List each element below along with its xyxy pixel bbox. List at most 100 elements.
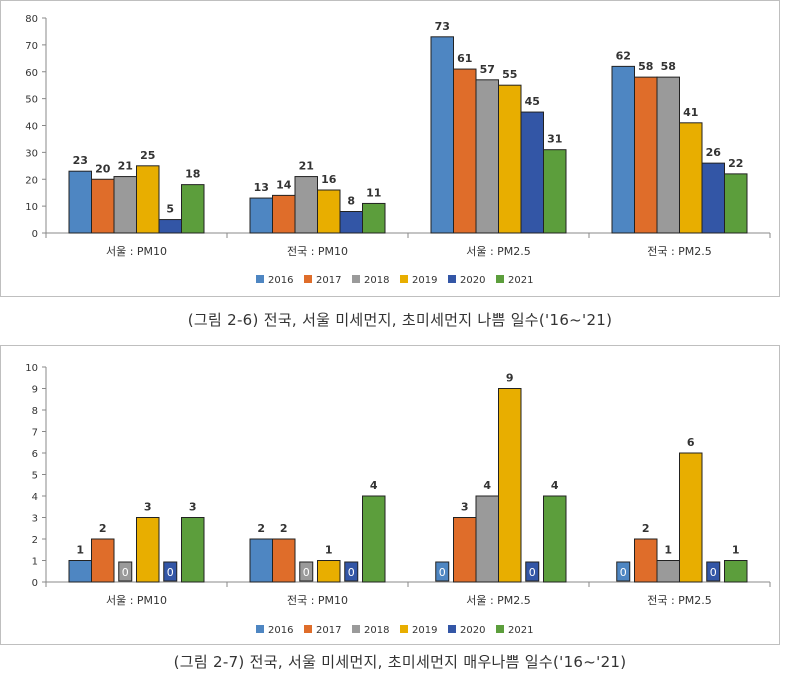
data-label-2018: 0: [303, 566, 310, 579]
bar-2017: [453, 68, 477, 234]
data-label-2018: 58: [661, 60, 676, 73]
y-tick-label: 40: [25, 122, 38, 133]
data-label-2020: 0: [167, 566, 174, 579]
data-label-2020: 0: [529, 566, 536, 579]
legend-label-2020: 2020: [460, 275, 485, 286]
x-category-label: 전국 : PM2.5: [647, 245, 712, 258]
bar-2019: [498, 388, 522, 583]
chart-border: [0, 0, 780, 297]
legend-label-2018: 2018: [364, 275, 389, 286]
figure-caption-2-7: (그림 2-7) 전국, 서울 미세먼지, 초미세먼지 매우나쁨 일수('16~…: [173, 653, 627, 671]
data-label-2018: 1: [664, 544, 672, 557]
bar-2020: [158, 219, 182, 234]
legend-swatch-2017: [304, 625, 312, 633]
legend-swatch-2020: [448, 625, 456, 633]
y-tick-label: 80: [25, 14, 38, 25]
data-label-2020: 8: [347, 195, 355, 208]
legend-label-2018: 2018: [364, 625, 389, 636]
bar-2016: [249, 538, 273, 583]
legend-label-2016: 2016: [268, 275, 293, 286]
x-category-label: 전국 : PM10: [287, 245, 348, 258]
data-label-2019: 1: [325, 544, 333, 557]
bar-2018: [475, 79, 499, 234]
bar-2018: [475, 495, 499, 583]
data-label-2016: 13: [254, 181, 269, 194]
data-label-2020: 26: [706, 146, 722, 159]
zero-box-2020: [525, 561, 540, 582]
bar-2017: [272, 538, 296, 583]
data-label-2017: 61: [457, 52, 472, 65]
y-tick-label: 50: [25, 95, 38, 106]
figure-caption-2-6: (그림 2-6) 전국, 서울 미세먼지, 초미세먼지 나쁨 일수('16~'2…: [187, 311, 613, 329]
legend-swatch-2020: [448, 275, 456, 283]
data-label-2020: 0: [710, 566, 717, 579]
data-label-2019: 55: [502, 68, 517, 81]
legend-label-2017: 2017: [316, 625, 341, 636]
data-label-2019: 3: [144, 501, 152, 514]
legend-label-2017: 2017: [316, 275, 341, 286]
bar-2017: [272, 194, 296, 234]
chart-bad-days-svg: 0 10 20 30 40 50 60 70 80 서울 : PM10 전국 : PM10 서울 : …: [0, 0, 780, 297]
bar-2018: [656, 76, 680, 234]
data-label-2016: 0: [439, 566, 446, 579]
y-tick-label: 2: [32, 535, 38, 546]
legend-swatch-2019: [400, 625, 408, 633]
data-label-2016: 73: [435, 20, 450, 33]
data-label-2019: 41: [683, 106, 698, 119]
data-label-2016: 62: [616, 49, 631, 62]
legend-label-2019: 2019: [412, 625, 437, 636]
data-label-2019: 6: [687, 436, 695, 449]
data-label-2020: 0: [348, 566, 355, 579]
chart-border: [0, 345, 780, 645]
data-label-2017: 20: [95, 162, 111, 175]
legend-swatch-2019: [400, 275, 408, 283]
bar-2016: [430, 36, 454, 234]
bar-2020: [520, 111, 544, 234]
y-tick-label: 4: [32, 492, 38, 503]
bar-2021: [181, 517, 205, 583]
zero-box-2018: [299, 561, 314, 582]
data-label-2018: 21: [299, 160, 314, 173]
y-tick-label: 0: [32, 229, 38, 240]
bar-2021: [362, 495, 386, 583]
bar-2020: [339, 211, 363, 234]
legend-swatch-2018: [352, 625, 360, 633]
legend-swatch-2017: [304, 275, 312, 283]
y-tick-label: 9: [32, 385, 38, 396]
data-label-2021: 4: [370, 479, 378, 492]
data-label-2020: 5: [166, 203, 174, 216]
bar-2016: [68, 560, 92, 583]
y-tick-label: 3: [32, 514, 38, 525]
y-tick-label: 20: [25, 175, 38, 186]
bar-2017: [634, 538, 658, 583]
bar-2017: [91, 178, 115, 234]
zero-box-2016: [616, 561, 631, 582]
data-label-2021: 4: [551, 479, 559, 492]
data-label-2016: 23: [73, 154, 88, 167]
data-label-2018: 57: [480, 63, 495, 76]
bar-2021: [181, 184, 205, 234]
bar-2019: [317, 560, 341, 583]
chart-bad-days: 0 10 20 30 40 50 60 70 80 서울 : PM10 전국 : PM10 서울 : …: [0, 0, 800, 304]
bar-2021: [543, 495, 567, 583]
bar-2017: [91, 538, 115, 583]
x-category-label: 서울 : PM2.5: [466, 594, 531, 607]
data-label-2016: 1: [76, 544, 84, 557]
legend-label-2021: 2021: [508, 275, 533, 286]
bar-2019: [679, 122, 703, 234]
bar-2021: [724, 560, 748, 583]
data-label-2017: 14: [276, 178, 292, 191]
data-label-2016: 2: [257, 522, 265, 535]
bar-2016: [68, 170, 92, 234]
bar-2017: [634, 76, 658, 234]
data-label-2017: 2: [642, 522, 650, 535]
y-tick-label: 5: [32, 471, 38, 482]
y-tick-label: 7: [32, 428, 38, 439]
legend-swatch-2016: [256, 275, 264, 283]
y-tick-label: 70: [25, 41, 38, 52]
bar-2019: [136, 517, 160, 583]
bar-2019: [498, 84, 522, 234]
data-label-2019: 25: [140, 149, 155, 162]
data-label-2017: 58: [638, 60, 653, 73]
